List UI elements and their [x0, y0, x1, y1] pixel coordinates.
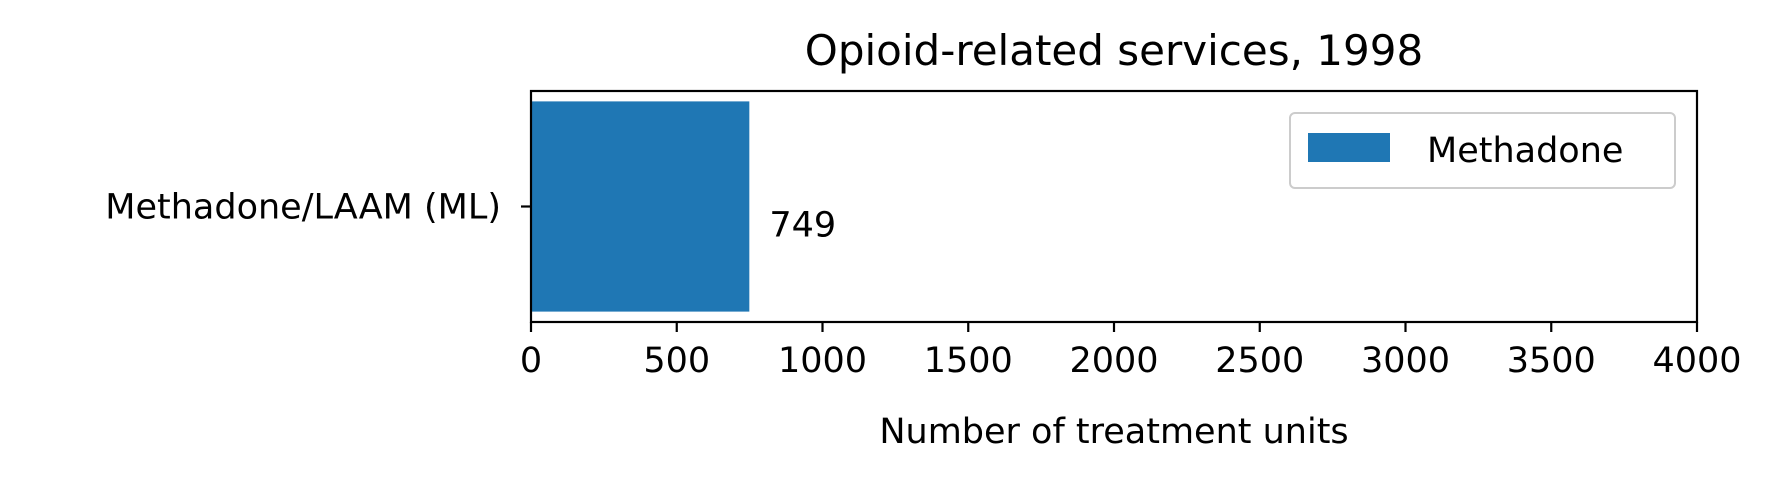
legend-box	[1289, 112, 1676, 189]
x-tick-label: 2500	[1215, 341, 1304, 381]
x-tick-label: 3000	[1361, 341, 1450, 381]
bars-group	[531, 101, 750, 312]
data-label: 749	[769, 206, 836, 246]
x-tick-label: 0	[520, 341, 542, 381]
x-tick-label: 500	[643, 341, 710, 381]
x-tick-label: 4000	[1652, 341, 1741, 381]
data-labels-group: 749	[769, 206, 836, 246]
x-tick-label: 3500	[1507, 341, 1596, 381]
x-tick-label: 2000	[1069, 341, 1158, 381]
y-tick-label: Methadone/LAAM (ML)	[105, 188, 501, 228]
legend: Methadone	[1289, 112, 1676, 189]
bar	[531, 101, 750, 312]
chart-title: Opioid-related services, 1998	[805, 26, 1423, 75]
legend-swatch	[1308, 133, 1390, 162]
y-axis-ticks: Methadone/LAAM (ML)	[105, 188, 531, 228]
x-axis-ticks: 0 500 1000 1500 2000 2500 3000 3500 4000	[520, 322, 1742, 381]
x-tick-label: 1500	[924, 341, 1013, 381]
x-tick-label: 1000	[778, 341, 867, 381]
x-axis-label: Number of treatment units	[879, 412, 1348, 452]
legend-entry-label: Methadone	[1427, 131, 1623, 171]
